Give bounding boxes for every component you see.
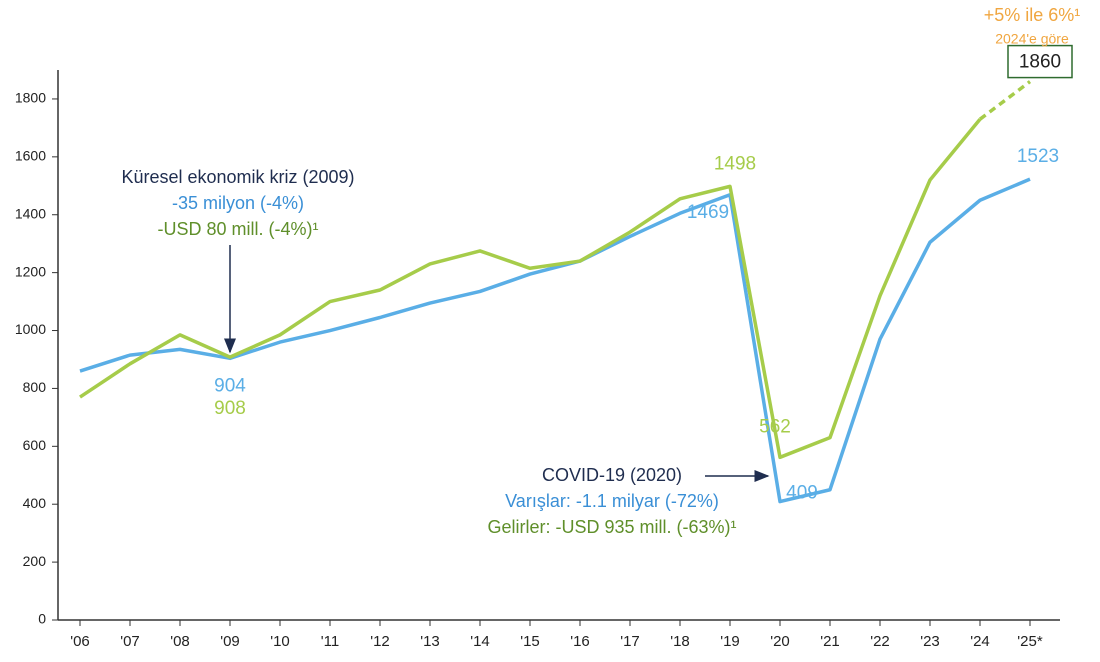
x-tick-label: '21 — [820, 633, 840, 650]
x-tick-label: '14 — [470, 633, 490, 650]
x-tick-label: '15 — [520, 633, 540, 650]
y-tick-label: 400 — [23, 495, 47, 511]
annotation: 2024'e göre — [995, 31, 1069, 47]
value-label: 904 — [214, 375, 246, 396]
dashed-segment — [978, 80, 1032, 121]
x-tick-label: '09 — [220, 633, 240, 650]
y-tick-label: 600 — [23, 437, 47, 453]
x-tick-label: '25* — [1017, 633, 1043, 650]
y-tick-label: 1600 — [15, 148, 46, 164]
x-tick-label: '13 — [420, 633, 440, 650]
x-tick-label: '12 — [370, 633, 390, 650]
line-series — [79, 177, 1031, 504]
x-tick-label: '16 — [570, 633, 590, 650]
x-tick-label: '19 — [720, 633, 740, 650]
value-label: 1498 — [714, 153, 756, 174]
value-label: 908 — [214, 398, 246, 419]
x-tick-label: '20 — [770, 633, 790, 650]
annotation: Küresel ekonomik kriz (2009) — [121, 167, 354, 187]
value-label: 562 — [759, 416, 791, 437]
x-tick-label: '11 — [321, 633, 339, 650]
y-tick-label: 1400 — [15, 205, 46, 221]
annotation: Varışlar: -1.1 milyar (-72%) — [505, 491, 719, 511]
value-label: 1523 — [1017, 146, 1059, 167]
line-series — [79, 118, 982, 460]
x-tick-label: '17 — [620, 633, 640, 650]
x-tick-label: '07 — [120, 633, 140, 650]
x-tick-label: '06 — [70, 633, 90, 650]
value-label: 1469 — [687, 202, 729, 223]
value-label-box — [1007, 44, 1073, 79]
y-tick-label: 0 — [38, 611, 46, 627]
x-tick-label: '24 — [970, 633, 990, 650]
y-tick-label: 200 — [23, 553, 47, 569]
x-tick-label: '10 — [270, 633, 290, 650]
x-tick-label: '08 — [170, 633, 190, 650]
y-tick-label: 800 — [23, 379, 47, 395]
x-tick-label: '22 — [870, 633, 890, 650]
annotation: Gelirler: -USD 935 mill. (-63%)¹ — [487, 517, 736, 537]
y-tick-label: 1000 — [15, 321, 46, 337]
y-tick-label: 1800 — [15, 90, 46, 106]
annotation: COVID-19 (2020) — [542, 465, 682, 485]
value-label: 409 — [786, 483, 818, 504]
x-tick-label: '18 — [670, 633, 690, 650]
x-tick-label: '23 — [920, 633, 940, 650]
value-label: 1860 — [1019, 52, 1061, 73]
annotation: +5% ile 6%¹ — [984, 5, 1081, 25]
annotation: -USD 80 mill. (-4%)¹ — [157, 219, 318, 239]
annotation: -35 milyon (-4%) — [172, 193, 304, 213]
y-tick-label: 1200 — [15, 263, 46, 279]
